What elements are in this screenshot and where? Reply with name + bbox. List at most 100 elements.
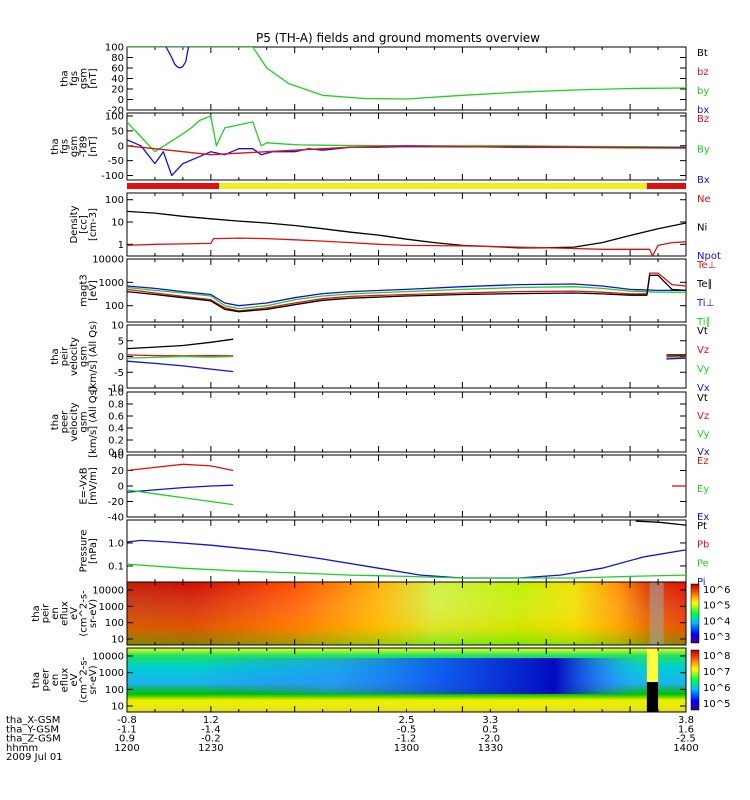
panel-frame xyxy=(126,192,687,257)
series-line-red xyxy=(127,237,686,256)
panel-density: 100 10 1 Density[cc][cm-3] Ne Ni Npot xyxy=(69,192,721,262)
colorbar-tick-label: 10^6 xyxy=(703,683,730,694)
series-line-blue xyxy=(127,360,234,373)
y-tick-label: 10000 xyxy=(92,255,124,266)
series-line-blue xyxy=(127,539,686,579)
colorbar-tick-label: 10^8 xyxy=(703,651,730,662)
y-tick-label: 1000 xyxy=(99,602,124,613)
y-axis-label: E=-VxB xyxy=(79,467,90,504)
y-tick-label: 5 xyxy=(118,336,124,347)
x-tick-label: 1200 xyxy=(114,743,139,754)
y-axis-label: [nPa] xyxy=(88,538,99,564)
y-axis-label: en xyxy=(50,607,61,620)
y-tick-label: -10 xyxy=(108,384,124,395)
y-tick-label: 0 xyxy=(118,352,124,363)
y-axis-label: [km/s] (All Qs) xyxy=(88,386,99,458)
legend-entry-blue: Npot xyxy=(697,251,721,262)
y-axis-label: gsm xyxy=(69,136,80,157)
x-tick-label: 1230 xyxy=(198,743,223,754)
x-tick-label: 0.9 xyxy=(119,734,135,745)
y-tick-label: -40 xyxy=(108,513,124,524)
y-tick-label: 100 xyxy=(105,111,124,122)
y-tick-label: 80 xyxy=(111,53,124,64)
y-tick-label: -50 xyxy=(108,156,124,167)
y-axis-label: [nT] xyxy=(88,136,99,156)
y-tick-label: 0.8 xyxy=(108,400,124,411)
legend-entry-red: Vz xyxy=(697,411,709,422)
series-line-black xyxy=(127,338,234,350)
legend-entry-blue: bx xyxy=(697,105,709,116)
y-tick-label: 1000 xyxy=(99,668,124,679)
y-tick-label: -20 xyxy=(108,106,124,117)
panel-peer_velocity: 1.00.80.60.40.20.0 thapeervelocitygsm[km/… xyxy=(50,386,710,458)
y-tick-label: 0 xyxy=(118,95,124,106)
series-line-green xyxy=(127,47,686,100)
y-tick-label: 1000 xyxy=(99,278,124,289)
legend-entry-black: Ni xyxy=(697,223,707,234)
y-tick-label: 100 xyxy=(105,301,124,312)
legend-entry-red: Ne xyxy=(697,194,711,205)
panel-frame xyxy=(126,391,687,453)
y-tick-label: 10 xyxy=(111,702,124,713)
series-line-blue xyxy=(666,357,686,360)
y-tick-label: 100 xyxy=(105,618,124,629)
panel-peir_eflux: 10^6 10^5 10^4 10^3 10000 1000 100 10 thapeirene… xyxy=(31,581,730,646)
y-tick-label: 1.0 xyxy=(108,388,124,399)
series-line-black xyxy=(127,274,686,313)
ion-spectrogram-band xyxy=(127,582,686,645)
legend-entry-black: Bt xyxy=(697,48,708,59)
y-axis-label: eflux xyxy=(60,601,71,626)
y-axis-label: magt3 xyxy=(79,274,90,307)
legend-entry-red: Vz xyxy=(697,345,709,356)
series-line-green xyxy=(666,356,686,359)
y-axis-label: fgs xyxy=(69,71,80,86)
y-axis-label: tha xyxy=(60,70,71,86)
legend-entry-black: Vt xyxy=(697,326,708,337)
x-row-label: tha_Z-GSM xyxy=(6,734,61,745)
legend-entry-green: Vy xyxy=(697,364,710,375)
y-axis-label: gsm xyxy=(79,68,90,89)
series-line-green xyxy=(127,355,234,359)
y-axis-label: gsm xyxy=(79,411,90,432)
y-axis-label: [eV] xyxy=(88,280,99,301)
x-row-label: 2009 Jul 01 xyxy=(6,752,63,763)
y-axis-label: eV xyxy=(69,673,80,686)
legend-entry-green: by xyxy=(697,86,709,97)
y-axis-label: tha xyxy=(31,605,42,621)
x-tick-label: 3.3 xyxy=(482,715,498,726)
y-tick-label: 0.1 xyxy=(108,561,124,572)
series-line-blue xyxy=(127,484,234,493)
legend-entry-blue: Bx xyxy=(697,175,710,186)
legend-entry-green: Ti∥ xyxy=(696,317,711,328)
colorbar-tick-label: 10^4 xyxy=(703,616,730,627)
y-tick-label: -5 xyxy=(114,368,124,379)
series-line-green xyxy=(127,286,686,310)
y-tick-label: 10 xyxy=(111,321,124,332)
y-axis-label: tha xyxy=(50,414,61,430)
y-tick-label: 60 xyxy=(111,64,124,75)
x-tick-label: 1.2 xyxy=(203,715,219,726)
y-axis-label: sr-eV) xyxy=(88,665,99,694)
colorbar-tick-label: 10^5 xyxy=(703,699,730,710)
y-axis-label: [mV/m] xyxy=(88,467,99,505)
y-axis-label: -T89 xyxy=(79,136,90,158)
y-axis-label: sr-eV) xyxy=(88,599,99,628)
y-tick-label: 100 xyxy=(105,685,124,696)
y-tick-label: 20 xyxy=(111,466,124,477)
legend-entry-green: Ey xyxy=(697,484,709,495)
legend-entry-blue: Vx xyxy=(697,447,710,458)
y-tick-label: 100 xyxy=(105,195,124,206)
electron-spectrogram-fill xyxy=(646,682,659,712)
y-axis-label: eV xyxy=(69,607,80,620)
colorbar-tick-label: 10^3 xyxy=(703,632,730,643)
x-tick-label: -1.2 xyxy=(397,734,417,745)
legend-entry-red: Te⊥ xyxy=(696,260,716,271)
y-tick-label: 40 xyxy=(111,451,124,462)
y-axis-label: peir xyxy=(60,346,71,366)
x-tick-label: -2.0 xyxy=(481,734,501,745)
panel-efield: 40 20 0 -20 -40 E=-VxB[mV/m] Ez Ey Ex xyxy=(79,451,710,524)
series-line-green xyxy=(127,115,686,153)
